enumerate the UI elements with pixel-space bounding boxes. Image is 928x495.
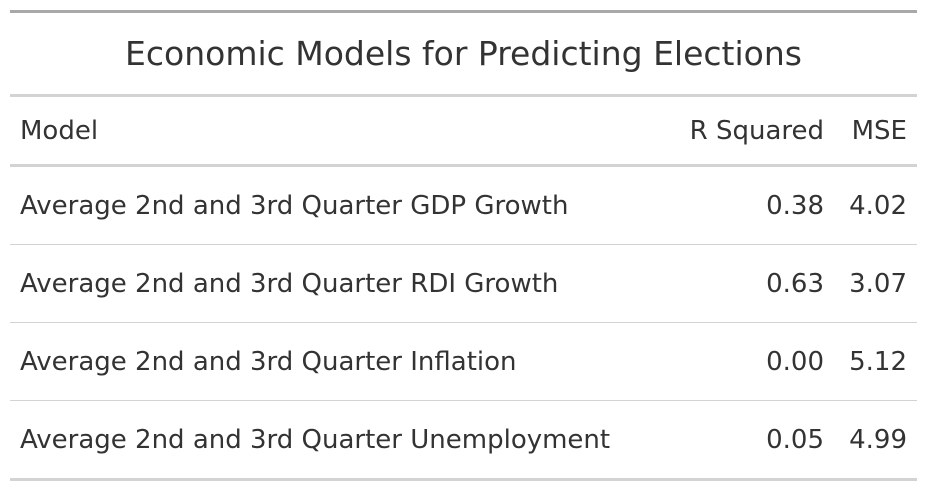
cell-mse: 3.07: [834, 244, 917, 323]
results-table-container: Economic Models for Predicting Elections…: [10, 10, 917, 481]
table-row: Average 2nd and 3rd Quarter RDI Growth 0…: [10, 244, 917, 323]
table-title: Economic Models for Predicting Elections: [10, 13, 917, 97]
cell-mse: 4.99: [834, 400, 917, 481]
cell-r-squared: 0.00: [668, 322, 834, 401]
header-row: Model R Squared MSE: [10, 97, 917, 167]
table-top-rule: [10, 10, 917, 13]
table-header: Model R Squared MSE: [10, 97, 917, 167]
cell-model: Average 2nd and 3rd Quarter RDI Growth: [10, 244, 668, 323]
cell-model: Average 2nd and 3rd Quarter GDP Growth: [10, 165, 668, 245]
cell-model: Average 2nd and 3rd Quarter Inflation: [10, 322, 668, 401]
table-row: Average 2nd and 3rd Quarter Inflation 0.…: [10, 322, 917, 401]
table-row: Average 2nd and 3rd Quarter GDP Growth 0…: [10, 165, 917, 245]
cell-model: Average 2nd and 3rd Quarter Unemployment: [10, 400, 668, 481]
cell-r-squared: 0.38: [668, 165, 834, 245]
column-header-model: Model: [10, 97, 668, 167]
results-table: Model R Squared MSE Average 2nd and 3rd …: [10, 97, 917, 481]
table-row: Average 2nd and 3rd Quarter Unemployment…: [10, 400, 917, 481]
cell-mse: 4.02: [834, 165, 917, 245]
cell-r-squared: 0.05: [668, 400, 834, 481]
cell-mse: 5.12: [834, 322, 917, 401]
column-header-mse: MSE: [834, 97, 917, 167]
column-header-r-squared: R Squared: [668, 97, 834, 167]
cell-r-squared: 0.63: [668, 244, 834, 323]
table-body: Average 2nd and 3rd Quarter GDP Growth 0…: [10, 165, 917, 481]
